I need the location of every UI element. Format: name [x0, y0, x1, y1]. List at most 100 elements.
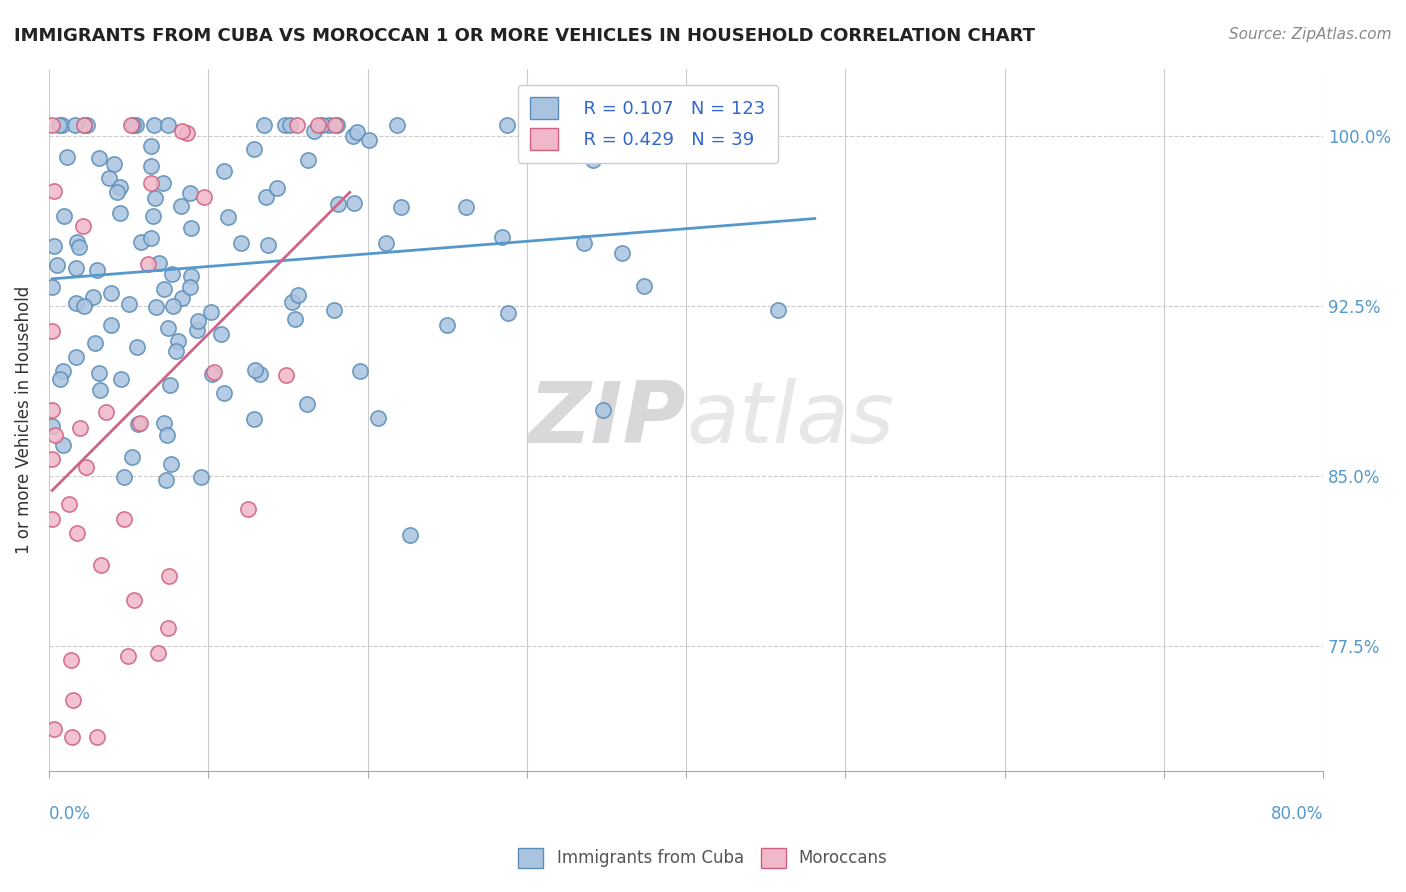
Point	[274, 368, 297, 383]
Text: atlas: atlas	[686, 378, 894, 461]
Point	[318, 118, 340, 132]
Point	[142, 118, 165, 132]
Point	[73, 118, 96, 132]
Point	[75, 460, 97, 475]
Point	[121, 450, 143, 464]
Point	[127, 417, 149, 432]
Point	[53, 209, 76, 223]
Point	[76, 118, 98, 132]
Point	[572, 235, 595, 250]
Point	[153, 416, 176, 430]
Point	[56, 150, 79, 164]
Point	[328, 197, 350, 211]
Point	[456, 200, 478, 214]
Point	[385, 118, 408, 132]
Point	[45, 258, 67, 272]
Point	[60, 730, 83, 744]
Point	[105, 185, 128, 199]
Point	[498, 306, 520, 320]
Point	[193, 190, 215, 204]
Point	[201, 367, 224, 381]
Point	[87, 151, 110, 165]
Point	[62, 693, 84, 707]
Point	[141, 231, 163, 245]
Point	[367, 411, 389, 425]
Point	[41, 279, 63, 293]
Point	[65, 296, 87, 310]
Point	[285, 118, 308, 132]
Point	[127, 340, 149, 354]
Point	[162, 299, 184, 313]
Point	[346, 125, 368, 139]
Point	[231, 236, 253, 251]
Point	[108, 206, 131, 220]
Point	[110, 372, 132, 386]
Point	[142, 209, 165, 223]
Point	[304, 123, 326, 137]
Legend: Immigrants from Cuba, Moroccans: Immigrants from Cuba, Moroccans	[512, 841, 894, 875]
Point	[145, 301, 167, 315]
Point	[550, 118, 572, 132]
Point	[87, 367, 110, 381]
Point	[63, 118, 86, 132]
Point	[65, 260, 87, 275]
Point	[128, 416, 150, 430]
Point	[249, 368, 271, 382]
Point	[49, 372, 72, 386]
Point	[323, 302, 346, 317]
Point	[52, 437, 75, 451]
Point	[491, 230, 513, 244]
Point	[90, 558, 112, 572]
Point	[678, 145, 700, 160]
Point	[176, 126, 198, 140]
Point	[242, 412, 264, 426]
Point	[236, 502, 259, 516]
Point	[217, 210, 239, 224]
Point	[120, 118, 142, 132]
Point	[180, 268, 202, 283]
Point	[768, 302, 790, 317]
Point	[342, 196, 364, 211]
Point	[187, 314, 209, 328]
Point	[125, 118, 148, 132]
Point	[266, 180, 288, 194]
Point	[307, 118, 329, 132]
Point	[100, 318, 122, 333]
Point	[156, 427, 179, 442]
Point	[42, 239, 65, 253]
Point	[349, 364, 371, 378]
Point	[326, 118, 349, 132]
Point	[82, 290, 104, 304]
Point	[97, 170, 120, 185]
Point	[374, 235, 396, 250]
Point	[69, 421, 91, 435]
Point	[44, 185, 66, 199]
Point	[112, 512, 135, 526]
Point	[72, 219, 94, 233]
Point	[297, 153, 319, 167]
Point	[311, 118, 333, 132]
Point	[59, 653, 82, 667]
Point	[190, 470, 212, 484]
Point	[153, 282, 176, 296]
Point	[389, 200, 412, 214]
Point	[41, 511, 63, 525]
Point	[280, 118, 302, 132]
Point	[86, 730, 108, 744]
Point	[66, 235, 89, 250]
Point	[243, 142, 266, 156]
Text: IMMIGRANTS FROM CUBA VS MOROCCAN 1 OR MORE VEHICLES IN HOUSEHOLD CORRELATION CHA: IMMIGRANTS FROM CUBA VS MOROCCAN 1 OR MO…	[14, 27, 1035, 45]
Point	[52, 364, 75, 378]
Point	[122, 118, 145, 132]
Point	[44, 428, 66, 442]
Point	[287, 288, 309, 302]
Text: Source: ZipAtlas.com: Source: ZipAtlas.com	[1229, 27, 1392, 42]
Point	[159, 378, 181, 392]
Legend:   R = 0.107   N = 123,   R = 0.429   N = 39: R = 0.107 N = 123, R = 0.429 N = 39	[517, 85, 778, 163]
Point	[89, 383, 111, 397]
Point	[41, 403, 63, 417]
Point	[160, 458, 183, 472]
Point	[157, 569, 180, 583]
Point	[42, 722, 65, 736]
Point	[41, 418, 63, 433]
